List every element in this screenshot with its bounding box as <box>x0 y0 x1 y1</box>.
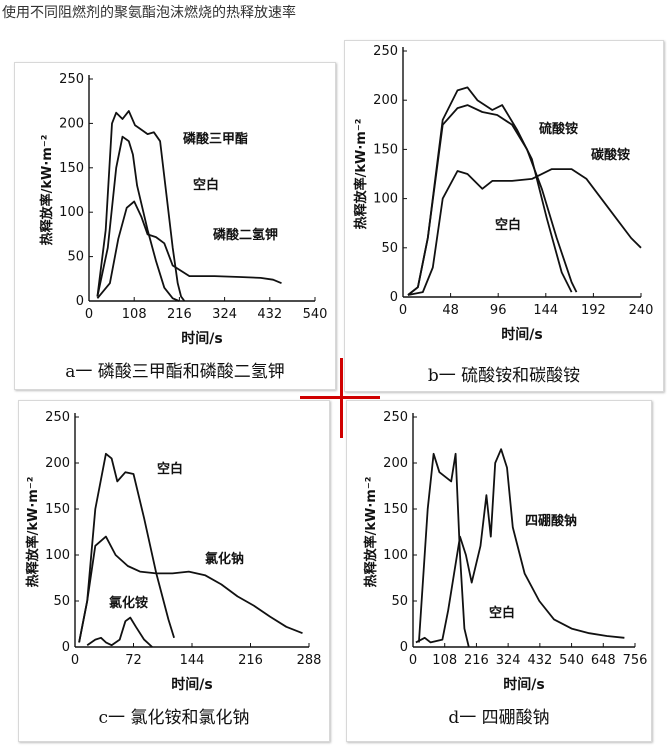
chart-c-series-line <box>86 616 153 648</box>
chart-d-x-tick-label: 108 <box>432 653 457 668</box>
chart-a-y-tick-label: 250 <box>59 72 84 87</box>
chart-d-x-label: 时间/s <box>503 676 544 693</box>
chart-b-y-tick-label: 0 <box>390 290 398 305</box>
chart-c-y-tick-label: 50 <box>53 594 70 609</box>
chart-a-x-tick-label: 108 <box>122 307 147 322</box>
chart-d-series-line <box>418 452 470 648</box>
chart-a-y-tick-label: 100 <box>59 205 84 220</box>
chart-b: 0 50 100 150 200 250 0 48 96 144 192 240 时间/s 热释放率/kW… <box>353 44 654 343</box>
chart-d-y-tick-label: 100 <box>383 548 408 563</box>
chart-c-x-label: 时间/s <box>171 676 212 693</box>
chart-b-y-tick-label: 250 <box>373 44 398 59</box>
chart-a-x-tick-label: 324 <box>212 307 237 322</box>
chart-a-y-label: 热释放率/kW·m⁻² <box>39 135 55 246</box>
chart-d-x-tick-label: 0 <box>409 653 417 668</box>
chart-d-y-label: 热释放率/kW·m⁻² <box>363 477 379 588</box>
chart-b-x-tick-label: 0 <box>399 303 407 318</box>
chart-b-y-tick-label: 50 <box>381 241 398 256</box>
chart-a-x-tick-label: 432 <box>257 307 282 322</box>
chart-c-y-label: 热释放率/kW·m⁻² <box>25 477 41 588</box>
chart-d-annotation: 四硼酸钠 <box>525 513 577 529</box>
chart-d-x-tick-label: 324 <box>496 653 521 668</box>
chart-c-y-tick-label: 150 <box>45 502 70 517</box>
chart-b-series-line <box>407 104 578 296</box>
chart-b-y-tick-label: 100 <box>373 192 398 207</box>
chart-d-y-tick-label: 150 <box>383 502 408 517</box>
chart-a-caption: a一 磷酸三甲酯和磷酸二氢钾 <box>65 362 285 382</box>
chart-a-annotation: 磷酸二氢钾 <box>213 227 278 243</box>
chart-c-y-tick-label: 250 <box>45 410 70 425</box>
chart-c-series-line <box>78 535 303 643</box>
chart-panel-a: 0 50 100 150 200 250 0 108 216 324 432 540 时间/s 热释放率/… <box>14 62 336 390</box>
chart-c-x-tick-label: 144 <box>180 653 205 668</box>
chart-a-x-tick-label: 540 <box>303 307 328 322</box>
chart-panel-d: 0 50 100 150 200 250 0 108 216 324 432 540 648 756 时间/… <box>346 400 652 742</box>
chart-c-x-tick-label: 288 <box>297 653 322 668</box>
chart-a-annotation: 空白 <box>193 177 219 193</box>
chart-d-y-tick-label: 250 <box>383 410 408 425</box>
chart-d-series-line <box>415 448 625 644</box>
chart-c-x-tick-label: 216 <box>238 653 263 668</box>
chart-panel-b: 0 50 100 150 200 250 0 48 96 144 192 240 时间/s 热释放率/kW… <box>344 40 664 392</box>
chart-c-y-tick-label: 0 <box>62 640 70 655</box>
chart-a-x-tick-label: 0 <box>85 307 93 322</box>
chart-c-x-tick-label: 72 <box>125 653 142 668</box>
chart-a-annotation: 磷酸三甲酯 <box>183 131 248 147</box>
chart-b-series-line <box>407 168 642 296</box>
chart-d-y-tick-label: 0 <box>400 640 408 655</box>
chart-a-x-tick-label: 216 <box>167 307 192 322</box>
chart-a-series-line <box>96 135 180 302</box>
chart-b-annotation: 硫酸铵 <box>539 121 578 137</box>
chart-b-x-tick-label: 144 <box>533 303 558 318</box>
chart-c-annotation: 氯化铵 <box>109 595 148 611</box>
chart-c-y-tick-label: 200 <box>45 456 70 471</box>
chart-b-annotation: 碳酸铵 <box>591 147 630 163</box>
chart-d: 0 50 100 150 200 250 0 108 216 324 432 540 648 756 时间/… <box>363 410 648 693</box>
chart-c: 0 50 100 150 200 250 0 72 144 216 288 时间/s 热释放率/kW·m… <box>25 410 322 693</box>
chart-d-y-tick-label: 200 <box>383 456 408 471</box>
chart-a-y-tick-label: 0 <box>76 294 84 309</box>
chart-b-y-tick-label: 200 <box>373 93 398 108</box>
chart-d-x-tick-label: 756 <box>623 653 648 668</box>
chart-c-y-tick-label: 100 <box>45 548 70 563</box>
chart-b-annotation: 空白 <box>495 217 521 233</box>
page-title: 使用不同阻燃剂的聚氨酯泡沫燃烧的热释放速率 <box>2 5 296 21</box>
chart-a-y-tick-label: 50 <box>67 250 84 265</box>
chart-c-annotation: 氯化钠 <box>205 551 244 567</box>
chart-d-caption: d一 四硼酸钠 <box>448 708 550 728</box>
chart-d-x-tick-label: 648 <box>591 653 616 668</box>
chart-c-x-tick-label: 0 <box>71 653 79 668</box>
chart-c-annotation: 空白 <box>157 461 183 477</box>
chart-b-y-tick-label: 150 <box>373 142 398 157</box>
chart-a-y-tick-label: 150 <box>59 161 84 176</box>
chart-a-y-tick-label: 200 <box>59 116 84 131</box>
chart-d-y-tick-label: 50 <box>391 594 408 609</box>
chart-b-x-label: 时间/s <box>501 326 542 343</box>
chart-d-x-tick-label: 540 <box>559 653 584 668</box>
chart-c-caption: c一 氯化铵和氯化钠 <box>98 708 250 728</box>
chart-b-x-tick-label: 96 <box>490 303 507 318</box>
chart-b-x-tick-label: 240 <box>629 303 654 318</box>
chart-a-series-line <box>96 200 282 299</box>
chart-b-x-tick-label: 192 <box>581 303 606 318</box>
chart-panel-c: 0 50 100 150 200 250 0 72 144 216 288 时间/s 热释放率/kW·m… <box>18 400 330 742</box>
chart-a-series-line <box>96 110 186 302</box>
chart-c-series-line <box>78 452 175 643</box>
chart-a-x-label: 时间/s <box>181 330 222 347</box>
chart-b-y-label: 热释放率/kW·m⁻² <box>353 119 369 230</box>
chart-b-caption: b一 硫酸铵和碳酸铵 <box>427 366 581 386</box>
chart-d-annotation: 空白 <box>489 605 515 621</box>
chart-d-x-tick-label: 216 <box>464 653 489 668</box>
chart-d-x-tick-label: 432 <box>527 653 552 668</box>
chart-b-x-tick-label: 48 <box>442 303 459 318</box>
chart-a: 0 50 100 150 200 250 0 108 216 324 432 540 时间/s 热释放率/… <box>39 72 328 347</box>
crosshair-vertical <box>340 358 343 438</box>
